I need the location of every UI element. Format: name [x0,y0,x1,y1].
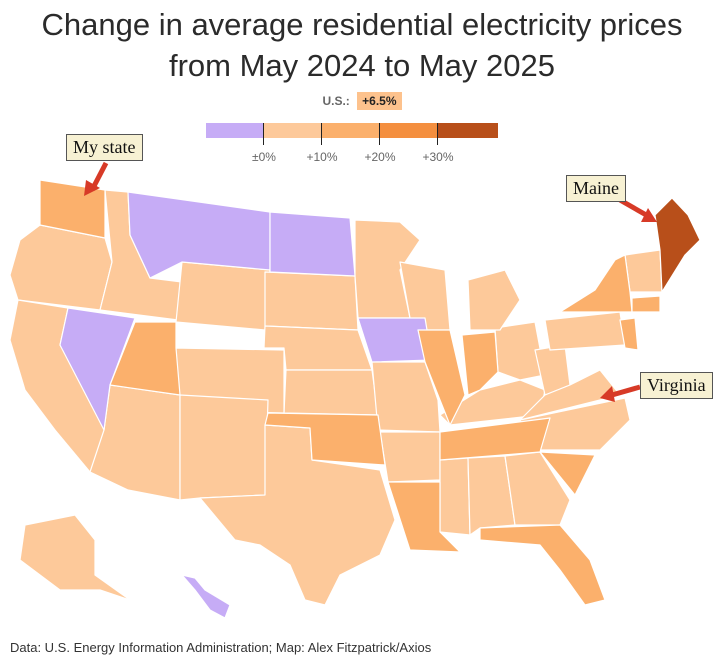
state-florida [479,524,606,606]
state-virginia [519,369,621,421]
state-kansas [283,369,379,416]
us-average-value: +6.5% [357,92,402,110]
legend-bin-0-10 [263,123,321,138]
state-pennsylvania [544,311,626,351]
legend-tick [437,123,438,145]
state-south-carolina [539,451,596,496]
state-new-york [559,254,633,313]
legend-bin-decrease [206,123,263,138]
callout-virginia: Virginia [640,372,713,399]
legend-bin-20-30 [379,123,437,138]
legend-tick-label: ±0% [252,150,276,164]
legend-tick-label: +20% [364,150,396,164]
state-louisiana [387,481,461,553]
state-texas [199,424,396,606]
legend-bin-30-plus [437,123,498,138]
state-south-dakota [264,271,359,331]
state-illinois [417,329,466,426]
legend-tick-label: +10% [306,150,338,164]
state-washington [39,179,106,239]
state-arkansas [379,431,441,483]
state-utah [109,321,181,396]
state-nevada [59,307,136,431]
us-average: U.S.: +6.5% [0,92,724,110]
state-hawaii [181,574,231,619]
state-alaska [19,514,131,601]
state-indiana [461,331,499,396]
state-minnesota [354,219,421,319]
legend-tick [321,123,322,145]
callout-my-state: My state [66,134,143,161]
state-mississippi [439,457,471,536]
us-average-label: U.S.: [322,94,350,108]
state-connecticut [631,295,661,313]
state-oregon [9,224,113,311]
title-line-1: Change in average residential electricit… [41,7,683,42]
arrow-maine [618,197,650,219]
callout-maine: Maine [566,175,626,202]
state-alabama [467,455,516,536]
title-line-2: from May 2024 to May 2025 [169,48,555,83]
legend-bin-10-20 [321,123,379,138]
source-credit: Data: U.S. Energy Information Administra… [10,640,432,655]
state-oklahoma [264,412,386,466]
map-title: Change in average residential electricit… [0,4,724,86]
state-maine [654,197,701,293]
arrow-virginia-head [600,386,615,402]
legend-tick [379,123,380,145]
legend-tick-label: +30% [422,150,454,164]
legend-color-bar [206,123,498,138]
callout-arrows [84,161,657,402]
state-michigan [467,269,521,331]
arrow-virginia [611,384,641,398]
state-wyoming [175,261,271,331]
arrow-my-state-head [84,180,100,196]
arrow-maine-head [641,208,657,222]
state-vermont-nh [624,249,663,293]
state-north-dakota [269,211,356,277]
state-new-jersey [619,317,639,351]
legend-tick [263,123,264,145]
state-new-mexico [179,394,269,501]
